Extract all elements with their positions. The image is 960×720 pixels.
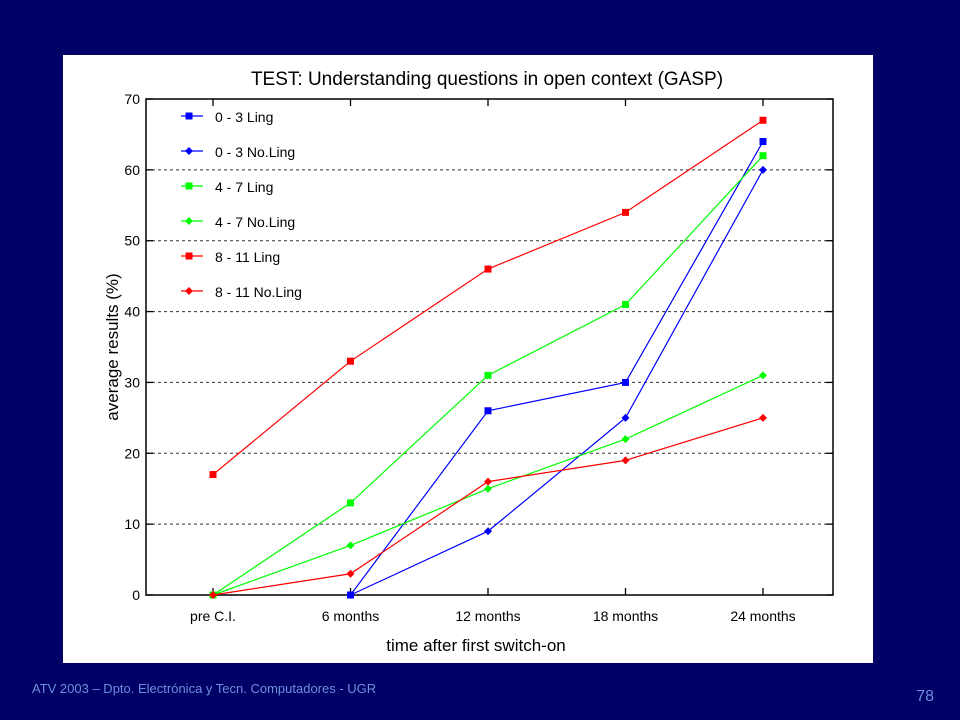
y-tick-label: 30	[124, 374, 140, 390]
data-point	[759, 152, 767, 160]
data-point	[347, 357, 354, 365]
x-tick-label: 18 months	[593, 608, 658, 624]
data-point	[484, 477, 492, 486]
legend-marker	[185, 217, 193, 225]
data-point	[347, 499, 354, 507]
legend-label: 4 - 7 Ling	[215, 179, 273, 195]
data-point	[621, 435, 630, 444]
y-axis-label: average results (%)	[103, 273, 122, 420]
legend-label: 0 - 3 Ling	[215, 109, 273, 125]
data-point	[622, 378, 629, 386]
legend-marker	[185, 182, 193, 190]
slide-number: 78	[916, 688, 934, 705]
series-4-7-no-ling	[209, 371, 767, 599]
data-point	[346, 591, 355, 599]
legend-label: 4 - 7 No.Ling	[215, 214, 295, 230]
data-point	[484, 527, 492, 536]
x-tick-label: 6 months	[322, 608, 380, 624]
legend-item: 0 - 3 Ling	[181, 109, 273, 125]
data-point	[622, 208, 629, 216]
data-point	[759, 371, 767, 380]
x-tick-label: 12 months	[455, 608, 520, 624]
data-point	[484, 407, 492, 415]
y-tick-label: 20	[124, 445, 140, 461]
footer-text: ATV 2003 – Dpto. Electrónica y Tecn. Com…	[32, 681, 377, 696]
data-point	[484, 484, 492, 493]
data-point	[759, 138, 767, 146]
y-tick-label: 70	[124, 91, 140, 107]
data-point	[622, 300, 629, 308]
y-tick-label: 60	[124, 162, 140, 178]
data-point	[209, 471, 217, 479]
series-line	[350, 169, 764, 596]
legend-label: 8 - 11 Ling	[215, 249, 280, 265]
chart-panel: TEST: Understanding questions in open co…	[63, 55, 873, 663]
legend-label: 0 - 3 No.Ling	[215, 144, 295, 160]
legend-marker	[185, 147, 193, 155]
legend-item: 4 - 7 No.Ling	[181, 214, 295, 230]
data-point	[759, 413, 767, 422]
plot-frame	[145, 98, 834, 596]
legend-marker	[185, 112, 193, 120]
y-tick-label: 50	[124, 233, 140, 249]
data-point	[346, 569, 355, 578]
legend-marker	[185, 287, 193, 295]
legend-item: 4 - 7 Ling	[181, 179, 273, 195]
data-point	[621, 456, 630, 465]
data-point	[209, 591, 217, 599]
legend-label: 8 - 11 No.Ling	[215, 284, 302, 300]
x-tick-label: 24 months	[730, 608, 795, 624]
legend-item: 0 - 3 No.Ling	[181, 144, 295, 160]
series-8-11-ling	[209, 116, 767, 479]
y-tick-label: 0	[132, 587, 140, 603]
data-point	[484, 265, 492, 273]
legend-item: 8 - 11 Ling	[181, 249, 280, 265]
data-point	[759, 116, 767, 124]
y-tick-label: 10	[124, 516, 140, 532]
data-point	[621, 413, 630, 422]
data-point	[346, 541, 355, 550]
line-chart: TEST: Understanding questions in open co…	[103, 69, 834, 655]
x-axis-label: time after first switch-on	[386, 636, 566, 655]
data-point	[759, 165, 767, 174]
legend-item: 8 - 11 No.Ling	[181, 284, 302, 300]
series-8-11-no-ling	[209, 413, 767, 599]
legend-marker	[185, 252, 193, 260]
series-line	[350, 141, 764, 596]
y-tick-label: 40	[124, 304, 140, 320]
chart-title: TEST: Understanding questions in open co…	[251, 69, 723, 90]
data-point	[484, 371, 492, 379]
series-line	[212, 417, 764, 596]
series-0-3-ling	[347, 138, 767, 599]
x-tick-label: pre C.I.	[190, 608, 236, 624]
series-0-3-no-ling	[346, 165, 767, 599]
